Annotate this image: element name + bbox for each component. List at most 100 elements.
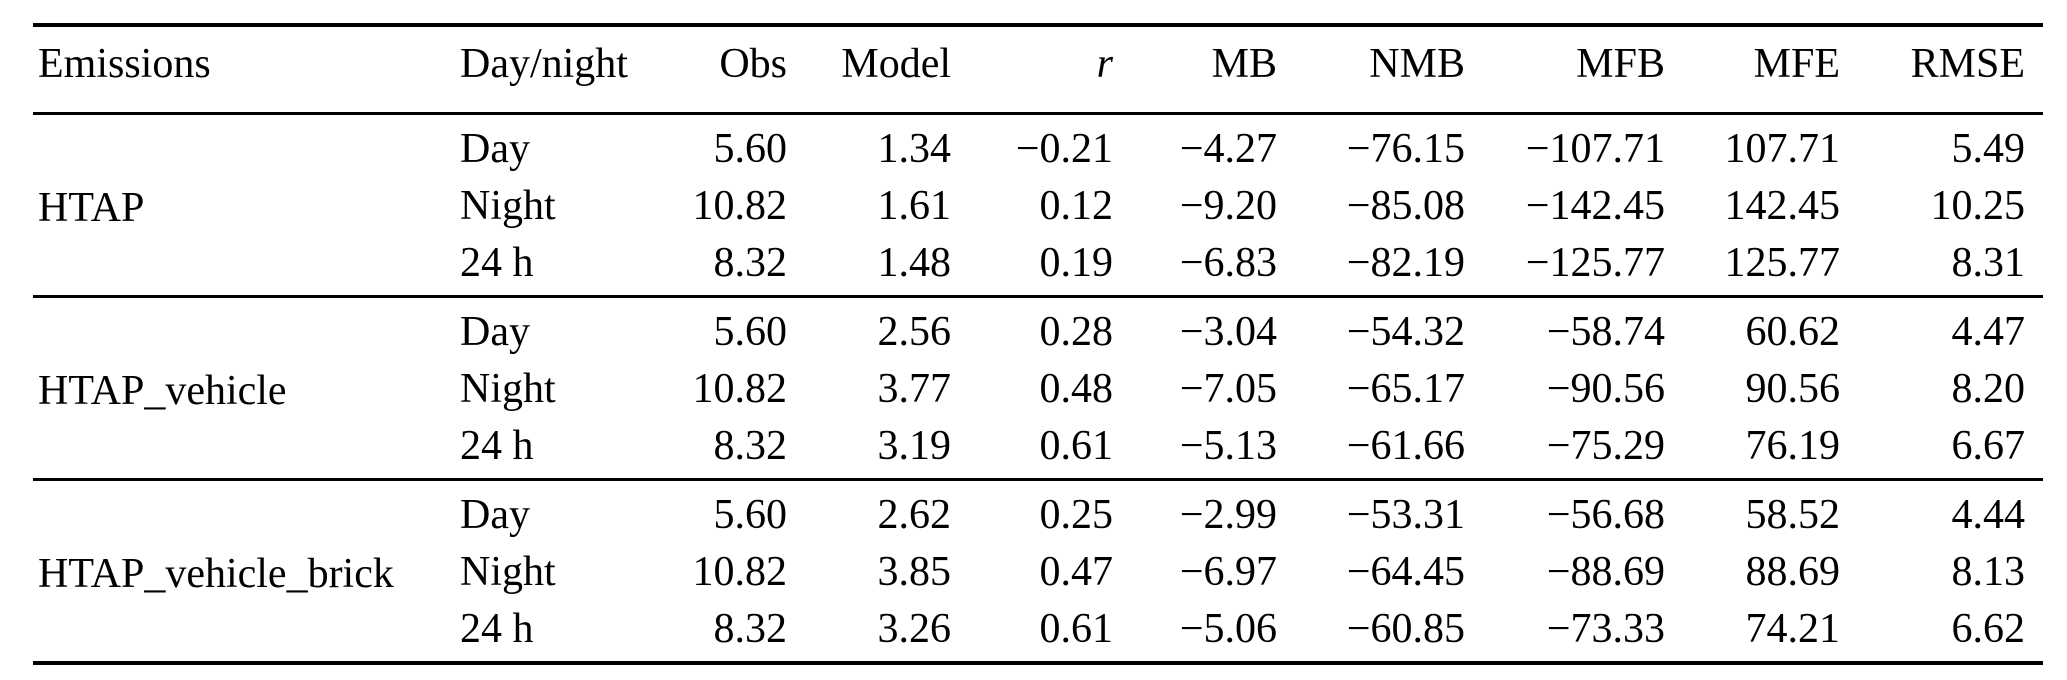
cell-r: 0.61 (1039, 606, 1114, 652)
cell-rmse: 10.25 (1930, 183, 2026, 229)
cell-rmse: 6.67 (1951, 423, 2026, 469)
cell-mfb: −107.71 (1525, 126, 1665, 172)
cell-mfb: −56.68 (1546, 492, 1665, 538)
cell-nmb: −64.45 (1346, 549, 1465, 595)
col-header-daynight: Day/night (460, 41, 628, 87)
cell-daynight: Day (460, 309, 530, 355)
emissions-group-label: HTAP (38, 184, 145, 231)
cell-mfe: 88.69 (1745, 549, 1841, 595)
cell-rmse: 4.44 (1951, 492, 2026, 538)
cell-mfe: 90.56 (1745, 366, 1841, 412)
cell-daynight: Night (460, 183, 556, 229)
table-row: 24 h 8.32 1.48 0.19 −6.83 −82.19 −125.77… (33, 235, 2043, 297)
table-row: Night 10.82 1.61 0.12 −9.20 −85.08 −142.… (33, 178, 2043, 235)
cell-nmb: −82.19 (1346, 240, 1465, 286)
cell-nmb: −65.17 (1346, 366, 1465, 412)
cell-mfe: 74.21 (1745, 606, 1841, 652)
table-row: 24 h 8.32 3.26 0.61 −5.06 −60.85 −73.33 … (33, 601, 2043, 663)
cell-mfb: −90.56 (1546, 366, 1665, 412)
cell-model: 2.62 (877, 492, 952, 538)
cell-obs: 5.60 (713, 492, 788, 538)
cell-r: −0.21 (1015, 126, 1113, 172)
cell-r: 0.28 (1039, 309, 1114, 355)
cell-mb: −9.20 (1179, 183, 1277, 229)
cell-r: 0.19 (1039, 240, 1114, 286)
cell-mfb: −58.74 (1546, 309, 1665, 355)
table-row: Night 10.82 3.85 0.47 −6.97 −64.45 −88.6… (33, 544, 2043, 601)
cell-model: 3.26 (877, 606, 952, 652)
cell-r: 0.48 (1039, 366, 1114, 412)
cell-mb: −2.99 (1179, 492, 1277, 538)
cell-daynight: Night (460, 366, 556, 412)
cell-r: 0.25 (1039, 492, 1114, 538)
col-header-mfb: MFB (1576, 41, 1665, 87)
cell-nmb: −60.85 (1346, 606, 1465, 652)
cell-obs: 8.32 (713, 240, 788, 286)
cell-mb: −4.27 (1179, 126, 1277, 172)
cell-model: 2.56 (877, 309, 952, 355)
cell-r: 0.61 (1039, 423, 1114, 469)
emissions-group-label: HTAP_vehicle_brick (38, 550, 394, 597)
cell-mb: −3.04 (1179, 309, 1277, 355)
col-header-model: Model (841, 41, 951, 87)
table-row: HTAP_vehicle Day 5.60 2.56 0.28 −3.04 −5… (33, 297, 2043, 414)
cell-daynight: Day (460, 492, 530, 538)
cell-obs: 10.82 (692, 549, 788, 595)
header-row: Emissions Day/night Obs Model r MB NMB M… (33, 25, 2043, 114)
table-row: Night 10.82 3.77 0.48 −7.05 −65.17 −90.5… (33, 361, 2043, 418)
cell-obs: 5.60 (713, 309, 788, 355)
cell-model: 1.34 (877, 126, 952, 172)
cell-mb: −6.97 (1179, 549, 1277, 595)
cell-rmse: 8.31 (1951, 240, 2026, 286)
cell-r: 0.47 (1039, 549, 1114, 595)
cell-mb: −5.06 (1179, 606, 1277, 652)
table-row: HTAP_vehicle_brick Day 5.60 2.62 0.25 −2… (33, 480, 2043, 597)
cell-nmb: −61.66 (1346, 423, 1465, 469)
cell-obs: 10.82 (692, 183, 788, 229)
cell-mfe: 76.19 (1745, 423, 1841, 469)
cell-mfe: 142.45 (1724, 183, 1841, 229)
table-header: Emissions Day/night Obs Model r MB NMB M… (33, 25, 2043, 114)
cell-mfe: 60.62 (1745, 309, 1841, 355)
cell-mfb: −88.69 (1546, 549, 1665, 595)
col-header-rmse: RMSE (1910, 41, 2025, 87)
cell-mfe: 107.71 (1724, 126, 1841, 172)
cell-obs: 8.32 (713, 423, 788, 469)
cell-mfe: 58.52 (1745, 492, 1841, 538)
col-header-emissions: Emissions (38, 41, 211, 87)
cell-model: 1.48 (877, 240, 952, 286)
col-header-nmb: NMB (1369, 41, 1465, 87)
cell-mb: −5.13 (1179, 423, 1277, 469)
col-header-r: r (1096, 41, 1113, 87)
cell-rmse: 8.20 (1951, 366, 2026, 412)
group-htap: HTAP Day 5.60 1.34 −0.21 −4.27 −76.15 −1… (33, 114, 2043, 297)
cell-daynight: 24 h (460, 240, 534, 286)
cell-obs: 5.60 (713, 126, 788, 172)
col-header-mb: MB (1211, 41, 1277, 87)
cell-model: 3.19 (877, 423, 952, 469)
cell-nmb: −54.32 (1346, 309, 1465, 355)
cell-mfb: −75.29 (1546, 423, 1665, 469)
cell-r: 0.12 (1039, 183, 1114, 229)
cell-mfb: −125.77 (1525, 240, 1665, 286)
cell-nmb: −85.08 (1346, 183, 1465, 229)
col-header-mfe: MFE (1753, 41, 1840, 87)
cell-rmse: 4.47 (1951, 309, 2026, 355)
col-header-obs: Obs (719, 41, 787, 87)
model-performance-stats-table: Emissions Day/night Obs Model r MB NMB M… (33, 23, 2043, 665)
cell-mfb: −73.33 (1546, 606, 1665, 652)
cell-mfe: 125.77 (1724, 240, 1841, 286)
table-row: 24 h 8.32 3.19 0.61 −5.13 −61.66 −75.29 … (33, 418, 2043, 480)
cell-model: 3.85 (877, 549, 952, 595)
cell-mfb: −142.45 (1525, 183, 1665, 229)
cell-rmse: 5.49 (1951, 126, 2026, 172)
cell-mb: −6.83 (1179, 240, 1277, 286)
cell-model: 3.77 (877, 366, 952, 412)
cell-model: 1.61 (877, 183, 952, 229)
group-htap-vehicle: HTAP_vehicle Day 5.60 2.56 0.28 −3.04 −5… (33, 297, 2043, 480)
cell-nmb: −76.15 (1346, 126, 1465, 172)
cell-mb: −7.05 (1179, 366, 1277, 412)
cell-nmb: −53.31 (1346, 492, 1465, 538)
cell-obs: 10.82 (692, 366, 788, 412)
cell-rmse: 8.13 (1951, 549, 2026, 595)
